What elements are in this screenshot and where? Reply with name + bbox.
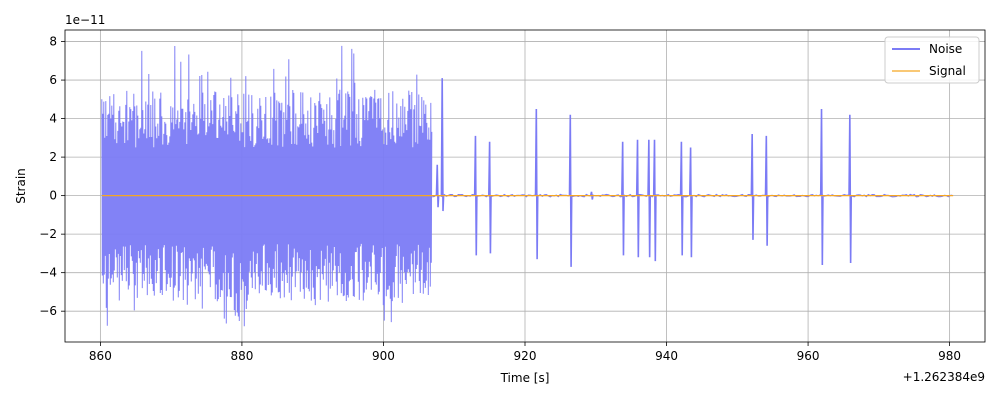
y-tick-label: 8: [49, 35, 57, 49]
x-tick-label: 940: [655, 349, 678, 363]
noise-glitch: [635, 139, 640, 258]
noise-glitch: [689, 147, 693, 258]
y-axis-label: Strain: [14, 168, 28, 204]
x-tick-label: 980: [938, 349, 961, 363]
y-tick-label: 0: [49, 189, 57, 203]
x-axis-label: Time [s]: [500, 371, 550, 385]
noise-series: [101, 45, 953, 327]
noise-glitch: [848, 114, 853, 264]
noise-glitch: [488, 141, 492, 254]
noise-glitch: [534, 108, 539, 260]
legend-label-signal: Signal: [929, 64, 966, 78]
noise-glitch: [679, 141, 684, 256]
y-tick-label: 6: [49, 73, 57, 87]
y-axis: −6 −4 −2 0 2 4 6 8: [39, 35, 65, 318]
noise-glitch: [750, 133, 755, 240]
y-tick-label: 4: [49, 112, 57, 126]
x-tick-label: 920: [514, 349, 537, 363]
noise-dense-segment: [101, 45, 433, 327]
legend: Noise Signal: [884, 36, 980, 84]
x-tick-label: 960: [797, 349, 820, 363]
noise-glitch: [652, 139, 657, 262]
y-scale-label: 1e−11: [65, 13, 105, 27]
x-tick-label: 900: [372, 349, 395, 363]
noise-glitch: [764, 135, 769, 246]
noise-glitch: [647, 139, 652, 258]
noise-glitch: [435, 164, 440, 208]
noise-glitch: [819, 108, 824, 265]
x-tick-label: 860: [89, 349, 112, 363]
noise-glitch: [568, 114, 573, 267]
x-tick-label: 880: [230, 349, 253, 363]
noise-glitch: [440, 78, 445, 212]
y-tick-label: −4: [39, 266, 57, 280]
legend-label-noise: Noise: [929, 42, 962, 56]
x-axis: 860 880 900 920 940 960 980: [89, 342, 961, 363]
y-tick-label: −2: [39, 227, 57, 241]
noise-glitch: [621, 141, 625, 256]
y-tick-label: 2: [49, 150, 57, 164]
y-tick-label: −6: [39, 304, 57, 318]
x-offset-label: +1.262384e9: [903, 370, 985, 384]
